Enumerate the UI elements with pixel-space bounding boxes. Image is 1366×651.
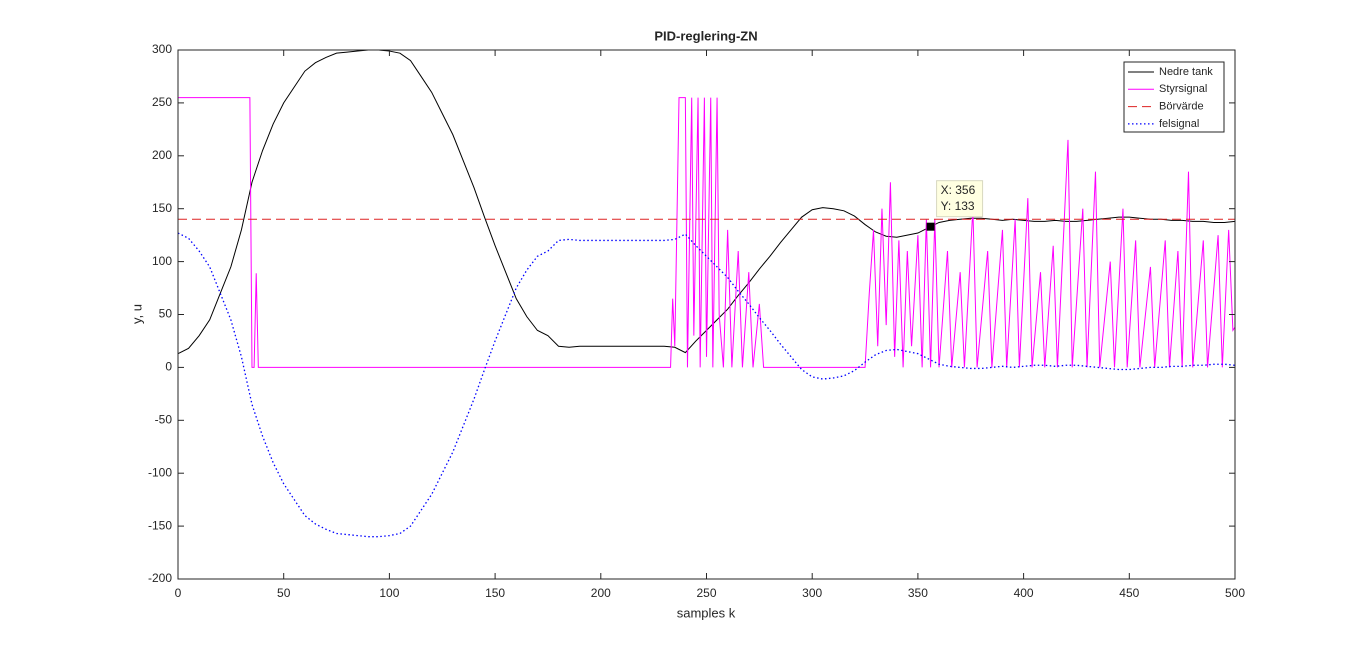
legend-label: Styrsignal	[1159, 83, 1207, 95]
x-tick-label: 50	[277, 586, 291, 600]
y-tick-label: -200	[148, 571, 172, 585]
x-axis-label: samples k	[677, 605, 736, 620]
chart-title: PID-reglering-ZN	[654, 28, 757, 43]
y-axis-label: y, u	[129, 304, 144, 324]
y-tick-label: -150	[148, 518, 172, 532]
x-tick-label: 250	[696, 586, 716, 600]
y-tick-label: 300	[152, 42, 172, 56]
x-tick-label: 350	[908, 586, 928, 600]
x-tick-label: 500	[1225, 586, 1245, 600]
y-tick-label: -50	[155, 412, 173, 426]
legend-label: felsignal	[1159, 118, 1199, 130]
datatip-text: X: 356	[941, 183, 976, 197]
datatip-box	[936, 180, 984, 218]
y-tick-label: 150	[152, 201, 172, 215]
x-tick-label: 300	[802, 586, 822, 600]
datatip-text: Y: 133	[941, 199, 975, 213]
x-tick-label: 200	[591, 586, 611, 600]
series-line	[178, 97, 1236, 368]
x-tick-label: 0	[175, 586, 182, 600]
y-tick-label: 200	[152, 148, 172, 162]
y-tick-label: 250	[152, 95, 172, 109]
legend-box	[1123, 61, 1225, 133]
x-tick-label: 450	[1119, 586, 1139, 600]
legend-label: Börvärde	[1159, 101, 1204, 113]
y-tick-label: 100	[152, 254, 172, 268]
y-tick-label: 50	[159, 307, 173, 321]
x-tick-label: 400	[1014, 586, 1034, 600]
legend: Nedre tank Styrsignal Börvärde felsignal	[1123, 61, 1225, 133]
x-tick-label: 150	[485, 586, 505, 600]
datatip-marker	[926, 222, 935, 231]
legend-label: Nedre tank	[1159, 66, 1213, 78]
y-tick-label: -100	[148, 465, 172, 479]
x-tick-label: 100	[379, 586, 399, 600]
series-line	[177, 232, 1236, 538]
y-tick-label: 0	[165, 360, 172, 374]
